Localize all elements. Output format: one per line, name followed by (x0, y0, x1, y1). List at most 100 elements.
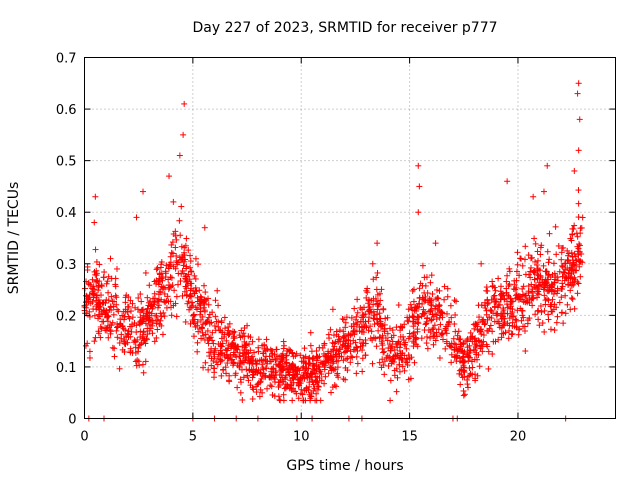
data-point (316, 368, 323, 375)
data-point (483, 341, 490, 348)
data-point (469, 364, 476, 371)
x-axis-label: GPS time / hours (286, 458, 403, 474)
data-point (358, 323, 365, 330)
data-point (397, 333, 404, 340)
data-point (240, 350, 247, 357)
data-point (268, 383, 275, 390)
data-point (528, 254, 535, 261)
data-point (146, 309, 153, 316)
data-point (219, 367, 226, 374)
data-point (465, 373, 472, 380)
data-point (127, 349, 134, 356)
data-point (132, 349, 139, 356)
data-point (234, 384, 241, 391)
data-point (109, 298, 116, 305)
data-point (332, 366, 339, 373)
data-point (396, 355, 403, 362)
data-point (86, 313, 93, 320)
data-point (300, 354, 307, 361)
data-point (210, 365, 217, 372)
data-point (359, 314, 366, 321)
data-point (190, 312, 197, 319)
data-point (389, 338, 396, 345)
data-point (374, 240, 381, 247)
data-point (137, 341, 144, 348)
data-point (499, 322, 506, 329)
data-point (460, 392, 467, 399)
data-point (84, 263, 91, 270)
data-point (415, 314, 422, 321)
data-point (569, 253, 576, 260)
data-point (215, 351, 222, 358)
data-point (214, 361, 221, 368)
data-point (267, 382, 274, 389)
data-point (314, 378, 321, 385)
data-point (114, 324, 121, 331)
data-point (91, 312, 98, 319)
data-point (476, 363, 483, 370)
data-point (127, 297, 134, 304)
data-point (436, 287, 443, 294)
data-point (157, 289, 164, 296)
data-point (283, 366, 290, 373)
data-point (520, 314, 527, 321)
data-point (558, 249, 565, 256)
data-point (574, 90, 581, 97)
data-point (390, 355, 397, 362)
data-point (412, 336, 419, 343)
data-point (221, 333, 228, 340)
data-point (97, 334, 104, 341)
data-point (551, 279, 558, 286)
data-point (268, 358, 275, 365)
data-point (551, 327, 558, 334)
data-point (329, 356, 336, 363)
data-point (218, 357, 225, 364)
data-point (185, 298, 192, 305)
data-point (567, 274, 574, 281)
data-point (424, 289, 431, 296)
data-point (448, 351, 455, 358)
data-point (171, 287, 178, 294)
data-point (168, 249, 175, 256)
data-point (501, 318, 508, 325)
data-point (495, 275, 502, 282)
data-point (176, 152, 183, 159)
data-point (353, 370, 360, 377)
data-point (132, 344, 139, 351)
data-point (546, 230, 553, 237)
data-point (210, 340, 217, 347)
data-point (253, 383, 260, 390)
data-point (504, 178, 511, 185)
data-point (86, 348, 93, 355)
data-point (109, 344, 116, 351)
data-point (105, 297, 112, 304)
data-point (545, 297, 552, 304)
data-point (376, 290, 383, 297)
data-point (431, 322, 438, 329)
data-point (201, 282, 208, 289)
data-point (359, 340, 366, 347)
data-point (207, 334, 214, 341)
data-point (340, 334, 347, 341)
data-point (477, 326, 484, 333)
data-point (86, 291, 93, 298)
data-point (100, 274, 107, 281)
data-point (575, 241, 582, 248)
data-point (205, 301, 212, 308)
data-point (489, 328, 496, 335)
data-point (227, 352, 234, 359)
data-point (328, 367, 335, 374)
data-point (137, 291, 144, 298)
data-point (395, 302, 402, 309)
data-point (315, 383, 322, 390)
data-point (95, 330, 102, 337)
x-tick-label: 20 (510, 430, 527, 445)
data-point (375, 321, 382, 328)
data-point (196, 287, 203, 294)
data-point (559, 309, 566, 316)
data-point (146, 321, 153, 328)
data-point (348, 353, 355, 360)
data-point (576, 242, 583, 249)
data-point (214, 287, 221, 294)
data-point (527, 264, 534, 271)
